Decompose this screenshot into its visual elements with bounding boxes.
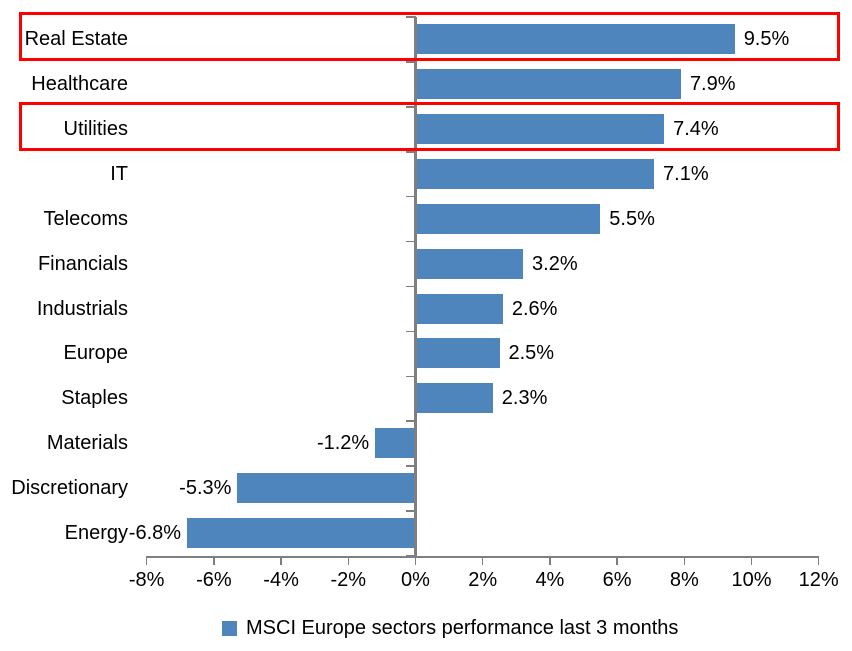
x-tick-10% [750,556,753,565]
bar-healthcare [415,68,681,99]
category-tick [405,61,416,63]
x-tick--2% [347,556,350,565]
category-tick [405,330,416,333]
value-label-materials: -1.2% [316,432,370,455]
category-tick [405,420,416,423]
category-label-energy: Energy [64,522,128,545]
category-label-staples: Staples [61,387,128,410]
x-tick-4% [549,556,551,565]
category-tick [405,375,416,378]
bar-financials [415,248,524,279]
bar-materials [375,428,416,459]
bar-energy [187,518,416,549]
bar-industrials [415,293,503,324]
bar-europe [415,338,500,369]
x-tick--8% [145,556,148,565]
category-tick [405,16,416,18]
x-tick-label-8%: 8% [669,569,699,591]
category-tick [405,240,416,243]
bar-real-estate [415,24,735,54]
category-tick [405,150,416,153]
chart-row-real-estate: Real Estate 9.5% [0,17,852,62]
value-label-staples: 2.3% [501,387,548,410]
category-tick [405,465,416,467]
highlight-box-utilities [19,102,840,152]
category-tick [405,106,416,108]
value-label-telecoms: 5.5% [609,207,655,230]
value-label-energy: -6.8% [128,522,182,545]
value-label-it: 7.1% [663,162,709,185]
value-label-healthcare: 7.9% [689,72,736,95]
category-label-real-estate: Real Estate [24,28,128,50]
legend-swatch-icon [222,620,237,636]
legend: MSCI Europe sectors performance last 3 m… [222,614,678,642]
x-tick-label-10%: 10% [731,569,772,591]
bar-telecoms [415,203,601,234]
value-label-real-estate: 9.5% [743,28,790,50]
x-tick-label-12%: 12% [798,569,839,591]
category-label-utilities: Utilities [63,117,128,140]
x-tick-8% [683,556,686,565]
x-tick-label-6%: 6% [602,569,632,591]
x-tick-12% [817,556,820,565]
value-label-utilities: 7.4% [673,117,719,140]
x-tick--4% [280,556,282,565]
x-tick-label-2%: 2% [468,569,498,591]
x-tick--6% [213,556,215,565]
category-label-telecoms: Telecoms [43,207,128,230]
category-label-financials: Financials [37,252,128,275]
x-tick-0% [414,556,417,565]
category-tick [405,285,416,288]
chart-row-energy: Energy -6.8% [0,511,852,556]
x-tick-label-0%: 0% [401,569,430,591]
chart-row-it: IT 7.1% [0,152,852,197]
category-label-materials: Materials [46,432,128,455]
category-tick [405,195,416,198]
bar-it [415,158,655,189]
chart-row-europe: Europe 2.5% [0,331,852,376]
category-label-industrials: Industrials [36,297,128,320]
chart-row-financials: Financials 3.2% [0,242,852,287]
value-label-europe: 2.5% [508,342,555,365]
category-label-it: IT [110,162,128,185]
chart-row-industrials: Industrials 2.6% [0,287,852,332]
x-tick-label-4%: 4% [535,569,565,591]
category-tick [405,555,416,557]
value-label-financials: 3.2% [532,252,578,275]
bar-utilities [415,113,665,144]
category-label-europe: Europe [63,342,129,365]
category-label-healthcare: Healthcare [31,72,128,95]
chart-row-healthcare: Healthcare 7.9% [0,62,852,107]
x-tick-2% [481,556,484,565]
value-label-discretionary: -5.3% [179,477,232,500]
bar-discretionary [237,473,416,504]
legend-label: MSCI Europe sectors performance last 3 m… [246,617,679,639]
x-tick-6% [616,556,618,565]
category-tick [405,510,416,512]
highlight-box-real-estate [19,12,840,62]
x-tick-label--2%: -2% [330,569,367,591]
x-tick-label--4%: -4% [263,569,299,591]
x-tick-label--6%: -6% [196,569,232,591]
chart-row-staples: Staples 2.3% [0,376,852,421]
chart-row-discretionary: Discretionary -5.3% [0,466,852,511]
x-tick-label--8%: -8% [128,569,165,591]
value-label-industrials: 2.6% [511,297,558,320]
chart-row-telecoms: Telecoms 5.5% [0,197,852,242]
chart-row-materials: Materials -1.2% [0,421,852,466]
category-label-discretionary: Discretionary [11,477,128,500]
chart-row-utilities: Utilities 7.4% [0,107,852,152]
bar-staples [415,383,493,414]
